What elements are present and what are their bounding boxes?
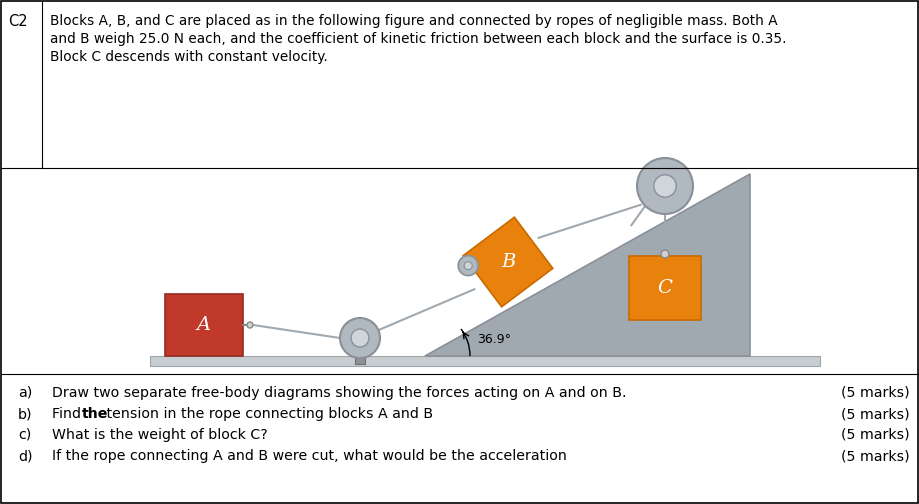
Circle shape xyxy=(459,256,478,276)
Text: Find: Find xyxy=(52,407,85,421)
Text: Blocks A, B, and C are placed as in the following figure and connected by ropes : Blocks A, B, and C are placed as in the … xyxy=(50,14,777,28)
Text: What is the weight of block C?: What is the weight of block C? xyxy=(52,428,267,442)
Text: the: the xyxy=(82,407,108,421)
Text: (5 marks): (5 marks) xyxy=(842,449,910,463)
Text: Block C descends with constant velocity.: Block C descends with constant velocity. xyxy=(50,50,328,64)
Text: d): d) xyxy=(18,449,32,463)
Polygon shape xyxy=(463,217,553,307)
Circle shape xyxy=(653,175,676,197)
Circle shape xyxy=(351,329,369,347)
Text: c): c) xyxy=(18,428,31,442)
Text: 36.9°: 36.9° xyxy=(477,333,511,346)
Text: A: A xyxy=(197,316,211,334)
Text: (5 marks): (5 marks) xyxy=(842,407,910,421)
Circle shape xyxy=(464,262,472,270)
Bar xyxy=(355,334,365,364)
Bar xyxy=(629,256,701,320)
Text: a): a) xyxy=(18,386,32,400)
Circle shape xyxy=(247,322,253,328)
Circle shape xyxy=(340,318,380,358)
Circle shape xyxy=(637,158,693,214)
Circle shape xyxy=(661,250,669,258)
Text: If the rope connecting A and B were cut, what would be the acceleration: If the rope connecting A and B were cut,… xyxy=(52,449,567,463)
Text: b): b) xyxy=(18,407,32,421)
Text: tension in the rope connecting blocks A and B: tension in the rope connecting blocks A … xyxy=(102,407,433,421)
Text: Draw two separate free-body diagrams showing the forces acting on A and on B.: Draw two separate free-body diagrams sho… xyxy=(52,386,627,400)
Text: C2: C2 xyxy=(8,14,28,29)
Bar xyxy=(150,356,820,366)
Text: C: C xyxy=(658,279,673,297)
Text: and B weigh 25.0 N each, and the coefficient of kinetic friction between each bl: and B weigh 25.0 N each, and the coeffic… xyxy=(50,32,787,46)
Bar xyxy=(165,294,243,356)
Text: (5 marks): (5 marks) xyxy=(842,386,910,400)
Text: (5 marks): (5 marks) xyxy=(842,428,910,442)
Polygon shape xyxy=(425,174,750,356)
Text: B: B xyxy=(501,253,516,271)
